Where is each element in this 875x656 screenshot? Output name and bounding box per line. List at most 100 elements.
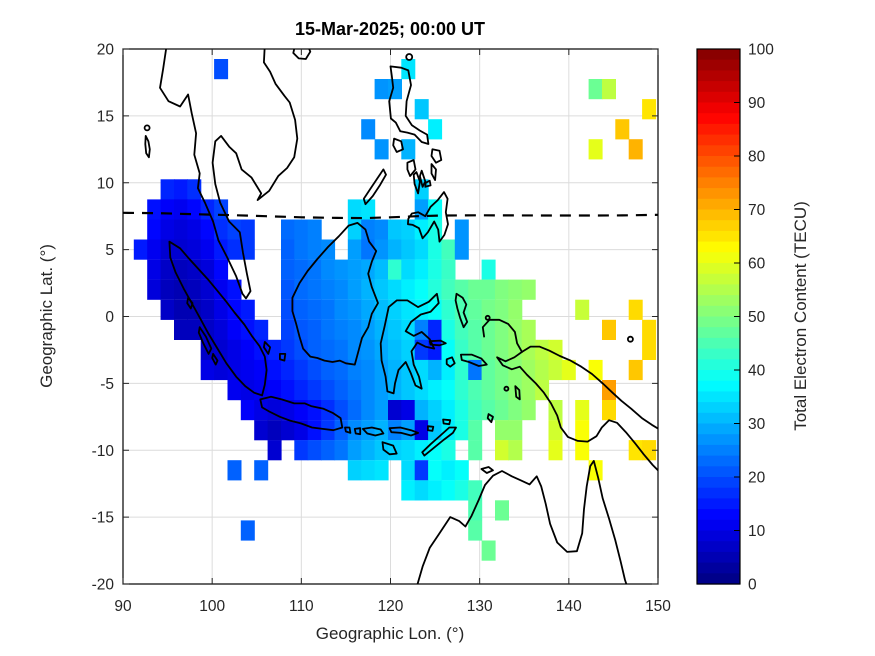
colorbar-band [697, 156, 740, 168]
tec-cell [214, 279, 229, 300]
tec-cell [227, 339, 242, 360]
colorbar-band [697, 337, 740, 350]
tec-cell [187, 279, 202, 300]
tec-cell [147, 219, 162, 240]
tec-cell [454, 380, 469, 401]
colorbar-band [697, 81, 740, 93]
tec-cell [200, 359, 215, 381]
colorbar-band [697, 541, 740, 553]
tec-cell [548, 359, 563, 381]
tec-cell [468, 480, 483, 501]
coastline-pagai [211, 353, 219, 366]
tec-cell [388, 279, 402, 300]
tec-cell [441, 259, 456, 280]
tec-cell [361, 380, 376, 401]
tec-cell [428, 119, 443, 140]
tec-cell [481, 359, 496, 381]
tec-cell [642, 319, 657, 340]
colorbar-band [697, 477, 740, 489]
tec-cell [321, 259, 336, 280]
colorbar-band [697, 466, 740, 478]
colorbar-band [697, 402, 740, 414]
tec-cell [441, 480, 456, 501]
coastline-luzon [388, 65, 430, 145]
tec-cell [548, 440, 563, 461]
colorbar-band [697, 498, 740, 510]
tec-cell [388, 259, 402, 280]
tec-cell [374, 239, 389, 260]
tec-cell [521, 319, 536, 340]
y-tick-label: 20 [97, 42, 115, 59]
tec-cell [495, 440, 509, 461]
tec-cell [414, 400, 429, 421]
tec-cell [294, 219, 309, 240]
tec-cell [414, 420, 429, 441]
coastline-leyte [430, 163, 437, 181]
coastline-palawan [362, 168, 387, 206]
tec-cell [240, 359, 255, 381]
tec-cell [294, 440, 309, 461]
tec-cell [361, 119, 376, 140]
colorbar-band [697, 113, 740, 125]
tec-cell [615, 119, 630, 140]
tec-cell [307, 279, 322, 300]
tec-cell [602, 400, 616, 421]
tec-cell [227, 380, 242, 401]
tec-cell [374, 219, 389, 240]
tec-cell [347, 460, 362, 481]
tec-cell [454, 239, 469, 260]
y-tick-label: -10 [92, 443, 115, 460]
colorbar-band [697, 551, 740, 564]
tec-cell [214, 339, 229, 360]
tec-cell [200, 299, 215, 320]
tec-cell [468, 440, 483, 461]
tec-cell [307, 239, 322, 260]
tec-cell [374, 440, 389, 461]
tec-cell [374, 279, 389, 300]
tec-cell [454, 359, 469, 381]
tec-cell [628, 299, 643, 320]
x-tick-label: 140 [556, 598, 582, 615]
tec-cell [508, 319, 523, 340]
colorbar-band [697, 166, 740, 178]
colorbar-band [697, 252, 740, 264]
tec-cell [414, 460, 429, 481]
tec-cell [628, 359, 643, 381]
tec-cell [321, 279, 336, 300]
tec-cell [441, 319, 456, 340]
tec-cell [294, 299, 309, 320]
tec-cell [602, 79, 616, 100]
colorbar-band [697, 391, 740, 403]
tec-cell [294, 400, 309, 421]
coastline-mindanao [407, 191, 449, 243]
tec-cell [347, 400, 362, 421]
coastline-sula [428, 339, 447, 347]
colorbar-band [697, 59, 740, 71]
tec-cell [281, 380, 295, 401]
coastline-negros [412, 171, 421, 195]
tec-cell [307, 440, 322, 461]
tec-cell [254, 460, 269, 481]
tec-cell [214, 259, 229, 280]
coastline-seram [460, 353, 488, 367]
coastline-belitung [279, 353, 287, 362]
tec-cell [281, 319, 295, 340]
tec-cell [508, 440, 523, 461]
colorbar-band [697, 316, 740, 328]
coastline-new-guinea-south [496, 351, 658, 472]
tec-cell [495, 400, 509, 421]
tec-cell [374, 460, 389, 481]
coastline-sumba [381, 441, 398, 456]
colorbar-tick-label: 30 [748, 416, 766, 433]
coastline-borneo [291, 222, 379, 366]
colorbar-band [697, 562, 740, 574]
tec-cell [468, 380, 483, 401]
tec-cell [495, 380, 509, 401]
island-dot [627, 335, 634, 343]
tec-cell [521, 339, 536, 360]
tec-cell [374, 299, 389, 320]
coastline-alor [427, 425, 435, 432]
colorbar-band [697, 220, 740, 232]
tec-cell [281, 359, 295, 381]
tec-cell [307, 219, 322, 240]
